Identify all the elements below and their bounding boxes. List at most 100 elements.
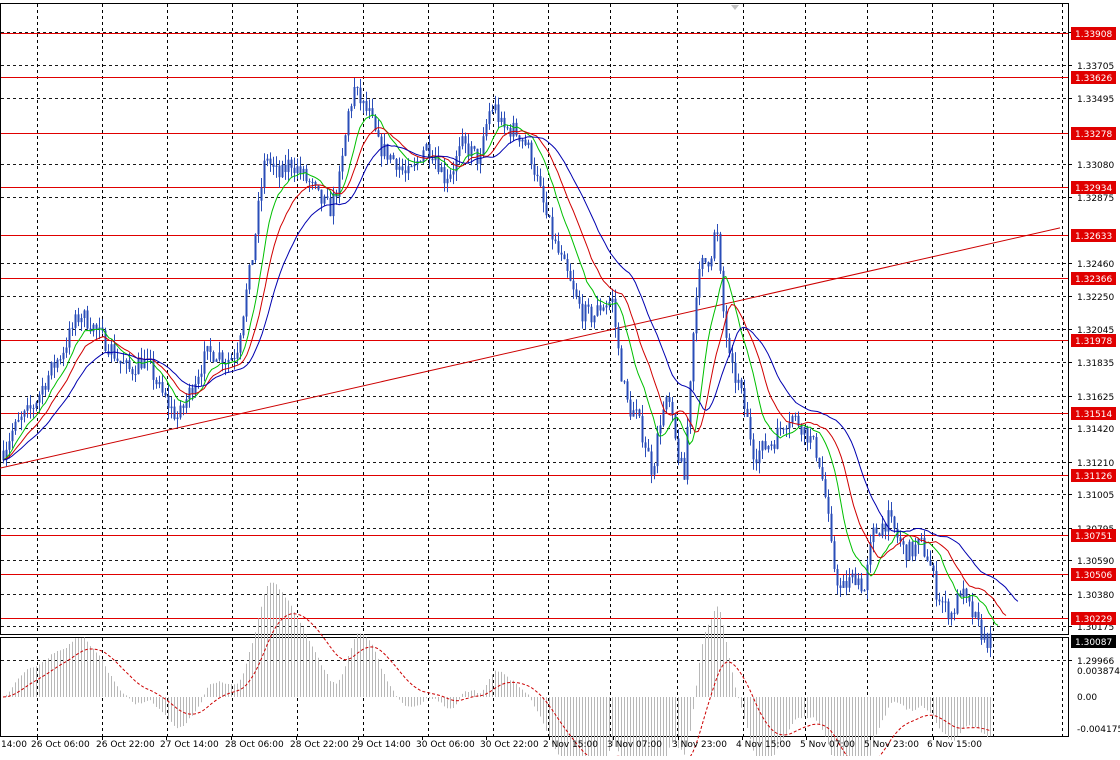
- level-price-tag[interactable]: [1071, 229, 1116, 242]
- candle-body: [935, 570, 938, 600]
- time-label: 26 Oct 06:00: [31, 740, 90, 750]
- level-price-tag[interactable]: [1071, 568, 1116, 581]
- candle-body: [761, 441, 764, 451]
- candle-body: [8, 441, 11, 450]
- candle-body: [29, 405, 32, 409]
- time-label: 26 Oct 22:00: [96, 740, 155, 750]
- trendline[interactable]: [0, 227, 1061, 469]
- candle-body: [731, 353, 734, 363]
- candle-body: [740, 379, 743, 389]
- candle-body: [296, 166, 299, 174]
- candle-body: [707, 262, 710, 267]
- level-price-label: 1.32934: [1075, 184, 1112, 194]
- candle-body: [407, 166, 410, 174]
- candle-body: [440, 167, 443, 172]
- candle-body: [647, 447, 650, 452]
- level-price-label: 1.33908: [1075, 30, 1112, 40]
- candle-body: [560, 252, 563, 255]
- time-label: 29 Oct 14:00: [352, 740, 411, 750]
- candle-body: [410, 166, 413, 168]
- candle-body: [686, 426, 689, 480]
- price-axis[interactable]: 1.370251.337051.334951.330801.328751.324…: [1068, 27, 1120, 735]
- candle-body: [452, 171, 455, 175]
- candle-body: [512, 122, 515, 137]
- level-price-tag[interactable]: [1071, 612, 1116, 625]
- level-price-label: 1.32366: [1075, 275, 1112, 285]
- candle-body: [134, 374, 137, 376]
- time-label: 28 Oct 22:00: [290, 740, 349, 750]
- candle-body: [128, 360, 131, 370]
- candle-body: [614, 298, 617, 327]
- candle-body: [539, 176, 542, 186]
- candle-body: [179, 405, 182, 418]
- current-price-tag[interactable]: [1071, 635, 1116, 648]
- level-price-tag[interactable]: [1071, 529, 1116, 542]
- candle-body: [86, 310, 89, 329]
- candle-body: [380, 136, 383, 157]
- level-price-tag[interactable]: [1071, 334, 1116, 347]
- level-price-tag[interactable]: [1071, 27, 1116, 40]
- horizontal-levels[interactable]: [1, 33, 1068, 619]
- candle-body: [236, 352, 239, 359]
- candle-body: [494, 104, 497, 111]
- candle-body: [887, 510, 890, 532]
- candle-body: [200, 373, 203, 377]
- candle-body: [575, 289, 578, 297]
- candle-body: [389, 155, 392, 160]
- level-price-tag[interactable]: [1071, 71, 1116, 84]
- indicator-axis-label: 0.003874: [1077, 667, 1120, 677]
- candle-body: [917, 538, 920, 545]
- candle-body: [932, 565, 935, 571]
- candle-body: [902, 541, 905, 545]
- candle-body: [782, 428, 785, 430]
- level-price-label: 1.31126: [1075, 472, 1112, 482]
- candle-body: [827, 496, 830, 514]
- candle-body: [956, 593, 959, 614]
- level-price-tag[interactable]: [1071, 407, 1116, 420]
- chart-shift-marker[interactable]: [731, 5, 739, 10]
- candle-body: [350, 106, 353, 112]
- candle-body: [851, 573, 854, 578]
- candle-body: [122, 362, 125, 364]
- candle-body: [182, 405, 185, 408]
- time-axis[interactable]: 14:00 26 Oct 06:00 26 Oct 22:00 27 Oct 14:0…: [1, 736, 982, 750]
- candle-body: [770, 444, 773, 446]
- candle-body: [983, 633, 986, 640]
- candle-body: [305, 168, 308, 182]
- candle-body: [884, 523, 887, 532]
- price-tick-label: 1.33705: [1077, 62, 1114, 72]
- candle-body: [569, 270, 572, 281]
- candle-body: [713, 232, 716, 259]
- candle-body: [779, 427, 782, 429]
- candle-body: [671, 401, 674, 415]
- candle-body: [989, 633, 992, 648]
- candle-body: [530, 142, 533, 165]
- candle-body: [467, 143, 470, 157]
- candle-body: [233, 357, 236, 359]
- candle-body: [80, 318, 83, 323]
- level-price-tag[interactable]: [1071, 181, 1116, 194]
- candle-body: [701, 257, 704, 269]
- candle-body: [581, 303, 584, 322]
- time-label: 30 Oct 22:00: [480, 740, 539, 750]
- time-label: 14:00: [1, 740, 27, 750]
- candle-body: [755, 459, 758, 464]
- candle-body: [155, 379, 158, 385]
- level-price-tag[interactable]: [1071, 272, 1116, 285]
- indicator-plot-frame: [0, 637, 1069, 737]
- candle-body: [941, 601, 944, 603]
- trendline-layer[interactable]: [0, 227, 1061, 469]
- candle-body: [551, 216, 554, 240]
- candle-body: [230, 357, 233, 360]
- ma-red-line: [2, 127, 1007, 616]
- candle-body: [386, 144, 389, 160]
- level-price-tag[interactable]: [1071, 127, 1116, 140]
- candle-body: [257, 200, 260, 235]
- candle-body: [830, 513, 833, 542]
- level-price-tag[interactable]: [1071, 469, 1116, 482]
- candle-body: [752, 439, 755, 460]
- candle-body: [746, 408, 749, 417]
- candle-body: [488, 111, 491, 125]
